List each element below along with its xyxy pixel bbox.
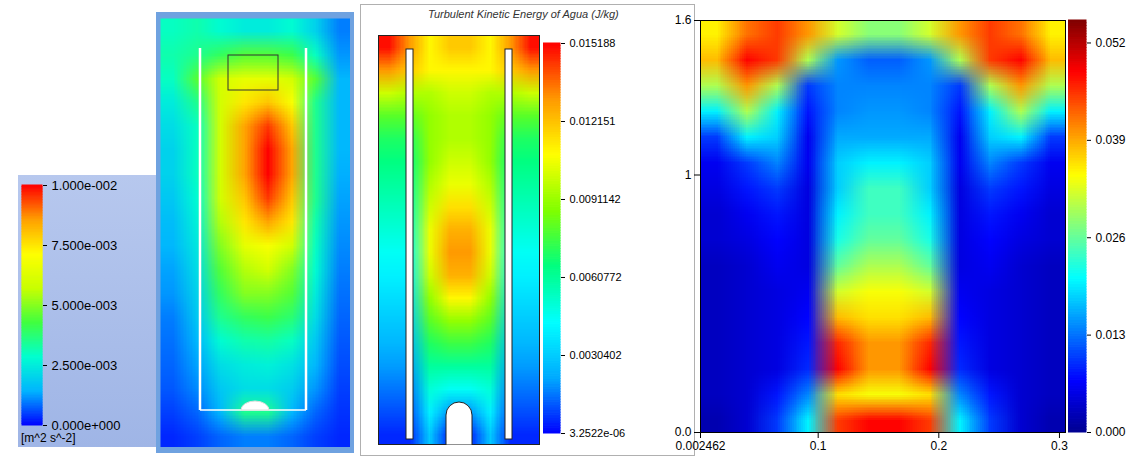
- svg-text:0.012151: 0.012151: [570, 115, 616, 127]
- svg-text:2.500e-003: 2.500e-003: [52, 358, 118, 373]
- svg-text:7.500e-003: 7.500e-003: [52, 238, 118, 253]
- svg-text:0.1: 0.1: [810, 439, 827, 453]
- svg-text:1.6: 1.6: [675, 14, 692, 27]
- svg-text:0.039: 0.039: [1096, 133, 1126, 147]
- svg-text:3.2522e-06: 3.2522e-06: [570, 427, 626, 439]
- svg-text:0.0030402: 0.0030402: [570, 349, 622, 361]
- html-text:[m^2 s^-2]: [m^2 s^-2]: [21, 431, 76, 445]
- svg-text:0.0060772: 0.0060772: [570, 271, 622, 283]
- svg-text:0.3: 0.3: [1051, 439, 1068, 453]
- svg-text:0.013: 0.013: [1096, 328, 1126, 342]
- svg-text:1.000e-002: 1.000e-002: [52, 178, 118, 193]
- svg-text:0.0091142: 0.0091142: [570, 193, 621, 205]
- svg-text:0.2: 0.2: [930, 439, 947, 453]
- svg-text:0.026: 0.026: [1096, 231, 1126, 245]
- svg-text:0.0: 0.0: [675, 425, 692, 439]
- svg-text:0.052: 0.052: [1096, 36, 1126, 50]
- svg-text:0.000e+000: 0.000e+000: [52, 418, 121, 433]
- html-text:Turbulent Kinetic Energy of Ag: Turbulent Kinetic Energy of Agua (J/kg): [428, 8, 619, 20]
- svg-text:5.000e-003: 5.000e-003: [52, 298, 118, 313]
- svg-text:0.002462: 0.002462: [675, 439, 725, 453]
- svg-text:0.015188: 0.015188: [570, 37, 616, 49]
- svg-text:1: 1: [685, 168, 692, 182]
- svg-text:0.000: 0.000: [1096, 425, 1126, 439]
